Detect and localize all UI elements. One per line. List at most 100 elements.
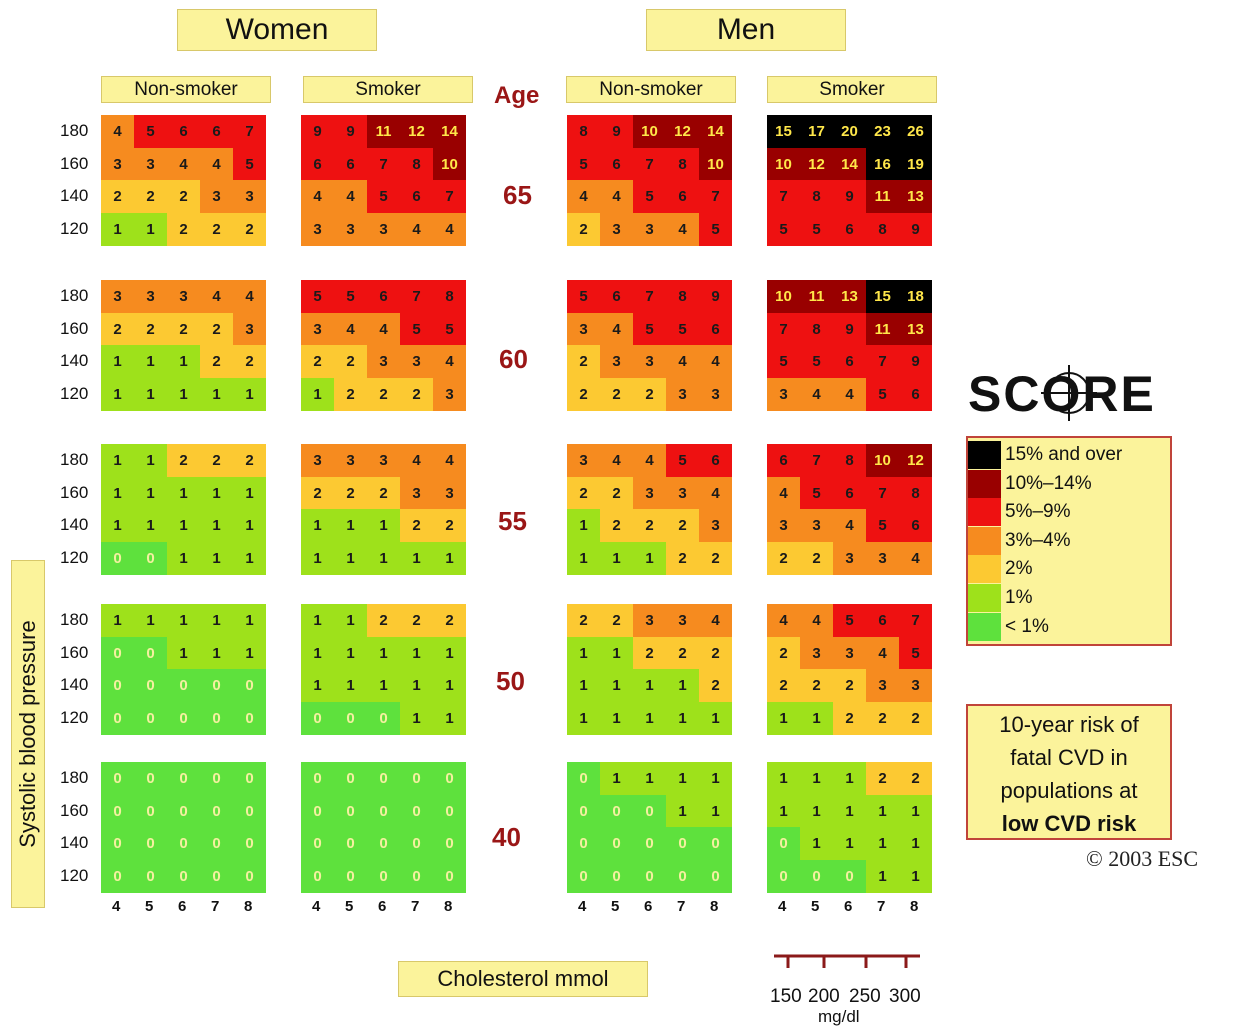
risk-cell: 2 <box>367 377 400 411</box>
risk-cell: 6 <box>899 377 932 411</box>
risk-cell: 11 <box>866 312 899 346</box>
risk-cell: 7 <box>699 180 732 213</box>
risk-cell: 0 <box>367 827 400 860</box>
risk-cell: 2 <box>767 636 800 670</box>
risk-cell: 0 <box>134 636 167 670</box>
risk-cell: 5 <box>633 312 666 346</box>
legend-label: 1% <box>1005 587 1033 608</box>
risk-cell: 3 <box>666 604 699 637</box>
risk-cell: 0 <box>200 762 233 795</box>
risk-cell: 2 <box>400 509 433 542</box>
risk-cell: 4 <box>699 476 732 510</box>
legend-item: < 1% <box>968 612 1049 641</box>
risk-cell: 3 <box>400 345 433 378</box>
risk-cell: 1 <box>433 541 466 575</box>
risk-cell: 2 <box>767 541 800 575</box>
risk-cell: 0 <box>233 701 266 735</box>
risk-cell: 0 <box>167 827 200 860</box>
risk-cell: 2 <box>699 636 732 670</box>
risk-cell: 5 <box>833 604 866 637</box>
risk-cell: 1 <box>233 541 266 575</box>
legend-item: 1% <box>968 584 1032 612</box>
risk-cell: 1 <box>367 636 400 670</box>
risk-cell: 0 <box>101 701 134 735</box>
risk-cell: 2 <box>167 180 200 213</box>
risk-cell: 1 <box>400 701 433 735</box>
risk-cell: 0 <box>233 762 266 795</box>
bp-tick-label: 160 <box>60 642 89 662</box>
risk-cell: 1 <box>233 636 266 670</box>
risk-cell: 2 <box>301 345 334 378</box>
men-title: Men <box>646 9 846 51</box>
cholesterol-tick-label: 5 <box>145 898 154 915</box>
risk-cell: 1 <box>334 541 367 575</box>
risk-cell: 2 <box>666 509 699 542</box>
risk-cell: 1 <box>767 762 800 795</box>
risk-cell: 0 <box>800 859 833 893</box>
risk-cell: 4 <box>666 345 699 378</box>
caption-line: 10-year risk of <box>999 712 1139 737</box>
risk-cell: 3 <box>334 444 367 477</box>
risk-cell: 3 <box>600 345 633 378</box>
risk-cell: 3 <box>866 541 899 575</box>
risk-cell: 0 <box>134 541 167 575</box>
risk-cell: 1 <box>301 509 334 542</box>
risk-cell: 0 <box>334 827 367 860</box>
risk-cell: 0 <box>433 762 466 795</box>
risk-cell: 1 <box>866 794 899 828</box>
risk-cell: 1 <box>633 762 666 795</box>
risk-cell: 3 <box>367 345 400 378</box>
risk-cell: 4 <box>600 180 633 213</box>
risk-cell: 4 <box>800 377 833 411</box>
risk-cell: 3 <box>699 377 732 411</box>
risk-cell: 0 <box>699 859 732 893</box>
risk-cell: 0 <box>167 762 200 795</box>
risk-cell: 1 <box>800 794 833 828</box>
bp-tick-label: 180 <box>60 286 89 305</box>
risk-cell: 0 <box>367 794 400 828</box>
risk-cell: 1 <box>167 541 200 575</box>
cholesterol-tick-label: 6 <box>378 898 387 915</box>
risk-cell: 1 <box>433 636 466 670</box>
risk-cell: 6 <box>400 180 433 213</box>
risk-cell: 0 <box>101 669 134 702</box>
risk-cell: 4 <box>833 509 866 542</box>
caption-line: fatal CVD in <box>1010 745 1128 770</box>
risk-cell: 1 <box>233 377 266 411</box>
risk-cell: 16 <box>866 147 899 181</box>
risk-cell: 0 <box>567 794 600 828</box>
risk-cell: 3 <box>301 212 334 246</box>
risk-cell: 6 <box>167 115 200 148</box>
risk-cell: 2 <box>200 345 233 378</box>
legend-item: 2% <box>968 555 1032 584</box>
risk-cell: 3 <box>666 377 699 411</box>
risk-cell: 5 <box>866 377 899 411</box>
risk-cell: 4 <box>400 212 433 246</box>
risk-cell: 2 <box>367 604 400 637</box>
risk-cell: 1 <box>567 509 600 542</box>
legend-label: 5%–9% <box>1005 501 1071 523</box>
cholesterol-tick-label: 8 <box>444 898 453 915</box>
risk-cell: 7 <box>866 345 899 378</box>
risk-cell: 0 <box>600 827 633 860</box>
legend-swatch <box>968 612 1001 641</box>
risk-cell: 3 <box>800 509 833 542</box>
legend-item: 15% and over <box>968 441 1122 469</box>
risk-cell: 0 <box>666 859 699 893</box>
legend-swatch <box>968 469 1001 498</box>
risk-cell: 6 <box>833 345 866 378</box>
risk-cell: 3 <box>633 212 666 246</box>
risk-cell: 4 <box>567 180 600 213</box>
risk-cell: 1 <box>633 669 666 702</box>
risk-cell: 11 <box>367 115 400 148</box>
risk-cell: 1 <box>600 762 633 795</box>
risk-cell: 1 <box>167 636 200 670</box>
risk-cell: 2 <box>899 762 932 795</box>
risk-cell: 7 <box>866 476 899 510</box>
risk-cell: 2 <box>400 377 433 411</box>
risk-cell: 8 <box>866 212 899 246</box>
risk-cell: 3 <box>367 444 400 477</box>
bp-tick-label: 120 <box>60 383 89 403</box>
bp-tick-label: 120 <box>60 547 89 567</box>
risk-cell: 5 <box>433 312 466 346</box>
